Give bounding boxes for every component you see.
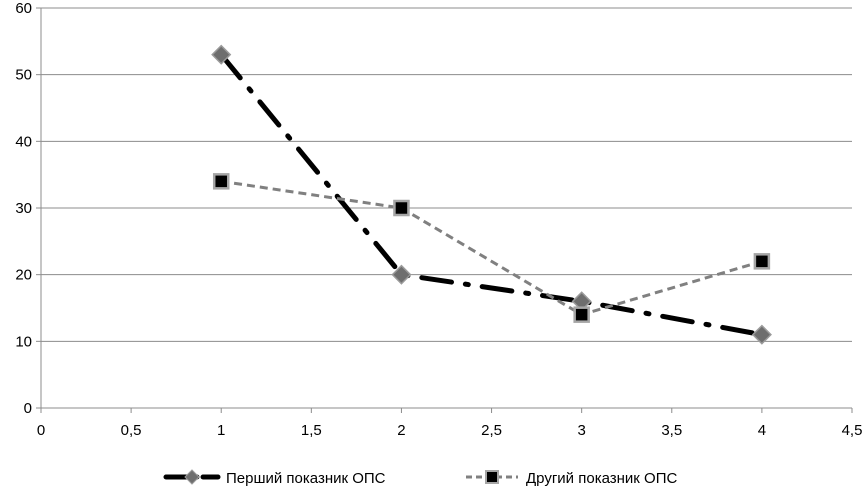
- square-marker: [573, 306, 590, 323]
- y-axis-tick-labels: 0 10 20 30 40 50 60: [15, 0, 32, 417]
- x-tick-label: 0,5: [121, 422, 142, 439]
- diamond-marker: [211, 44, 232, 65]
- legend-label-series-2: Другий показник ОПС: [526, 470, 677, 487]
- y-tick-label: 0: [24, 400, 32, 417]
- square-marker: [212, 173, 230, 190]
- legend-square-marker: [485, 470, 499, 484]
- gridlines: [41, 7, 852, 342]
- diamond-marker: [391, 264, 412, 285]
- y-tick-label: 50: [15, 67, 32, 84]
- diamond-marker: [751, 324, 772, 345]
- plot-series: [211, 44, 772, 345]
- y-tick-label: 30: [15, 200, 32, 217]
- legend-item-series-2: Другий показник ОПС: [466, 470, 677, 487]
- x-tick-label: 0: [37, 422, 45, 439]
- x-axis-tick-labels: 0 0,5 1 1,5 2 2,5 3 3,5 4 4,5: [37, 422, 863, 439]
- x-tick-label: 1,5: [301, 422, 322, 439]
- legend-diamond-marker: [184, 469, 200, 485]
- x-tick-label: 3,5: [661, 422, 682, 439]
- y-tick-label: 20: [15, 267, 32, 284]
- square-marker: [753, 253, 771, 270]
- x-tick-label: 4,5: [842, 422, 863, 439]
- y-tick-label: 60: [15, 0, 32, 17]
- x-tick-label: 4: [758, 422, 766, 439]
- x-tick-label: 2,5: [481, 422, 502, 439]
- square-marker: [393, 199, 410, 217]
- series-line-2: [221, 179, 763, 317]
- y-tick-label: 40: [15, 133, 32, 150]
- x-tick-label: 1: [217, 422, 225, 439]
- legend: Перший показник ОПС Другий показник ОПС: [163, 469, 677, 487]
- axes: [36, 7, 853, 413]
- legend-label-series-1: Перший показник ОПС: [226, 470, 386, 487]
- x-tick-label: 3: [577, 422, 585, 439]
- x-tick-label: 2: [397, 422, 405, 439]
- y-tick-label: 10: [15, 333, 32, 350]
- legend-item-series-1: Перший показник ОПС: [163, 469, 386, 487]
- series-line-1: [218, 52, 765, 338]
